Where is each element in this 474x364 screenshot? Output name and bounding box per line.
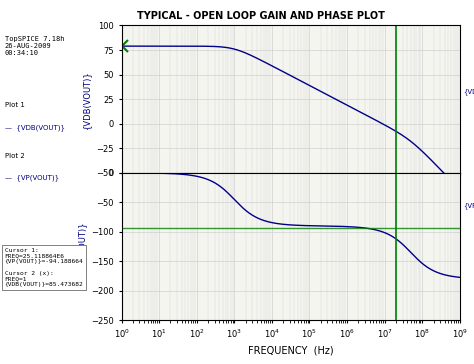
Text: Cursor 1:
FREQ=25.118864E6
{VP(VOUT)}=-94.188664

Cursor 2 (x):
FREQ=1
{VDB(VOUT: Cursor 1: FREQ=25.118864E6 {VP(VOUT)}=-9… xyxy=(5,248,83,287)
Text: —  {VDB(VOUT)}: — {VDB(VOUT)} xyxy=(5,124,65,131)
Text: {VP(VOUT)}: {VP(VOUT)} xyxy=(463,202,474,209)
Text: TYPICAL - OPEN LOOP GAIN AND PHASE PLOT: TYPICAL - OPEN LOOP GAIN AND PHASE PLOT xyxy=(137,11,384,21)
Text: Plot 2: Plot 2 xyxy=(5,153,25,159)
Y-axis label: {VP(VOUT)}: {VP(VOUT)} xyxy=(77,221,86,272)
Text: Plot 1: Plot 1 xyxy=(5,102,25,108)
Text: —  {VP(VOUT)}: — {VP(VOUT)} xyxy=(5,175,59,182)
Text: TopSPICE 7.18h
26-AUG-2009
00:34:10: TopSPICE 7.18h 26-AUG-2009 00:34:10 xyxy=(5,36,64,56)
Y-axis label: {VDB(VOUT)}: {VDB(VOUT)} xyxy=(82,70,91,128)
X-axis label: FREQUENCY  (Hz): FREQUENCY (Hz) xyxy=(248,346,334,356)
Text: {VDB(VOUT)}: {VDB(VOUT)} xyxy=(463,88,474,95)
